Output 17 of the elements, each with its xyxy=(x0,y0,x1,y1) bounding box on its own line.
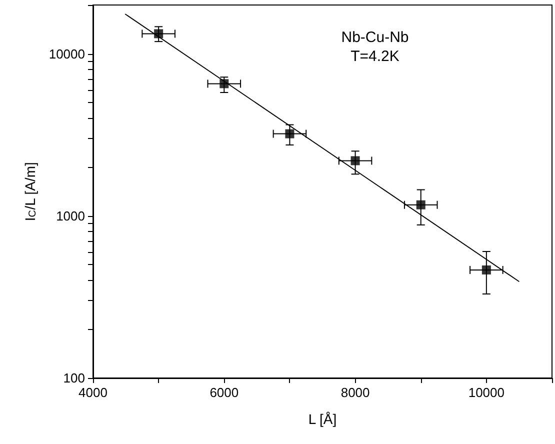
point xyxy=(482,265,491,274)
y-tick-label: 10000 xyxy=(48,46,85,62)
x-tick-label: 6000 xyxy=(210,385,239,400)
annotation: T=4.2K xyxy=(350,48,400,65)
x-axis-title: L [Å] xyxy=(308,411,337,427)
point xyxy=(220,79,229,88)
point xyxy=(285,129,294,138)
y-tick-label: 100 xyxy=(63,370,85,386)
point xyxy=(350,156,360,166)
point xyxy=(154,29,164,38)
x-tick-label: 10000 xyxy=(468,385,505,400)
annotation: Nb-Cu-Nb xyxy=(341,29,409,46)
y-tick-label: 1000 xyxy=(56,208,85,224)
y-axis-title: IC/L [A/m] xyxy=(22,162,38,222)
x-tick-label: 4000 xyxy=(78,385,108,400)
x-tick-label: 8000 xyxy=(340,385,370,400)
point xyxy=(416,200,426,210)
